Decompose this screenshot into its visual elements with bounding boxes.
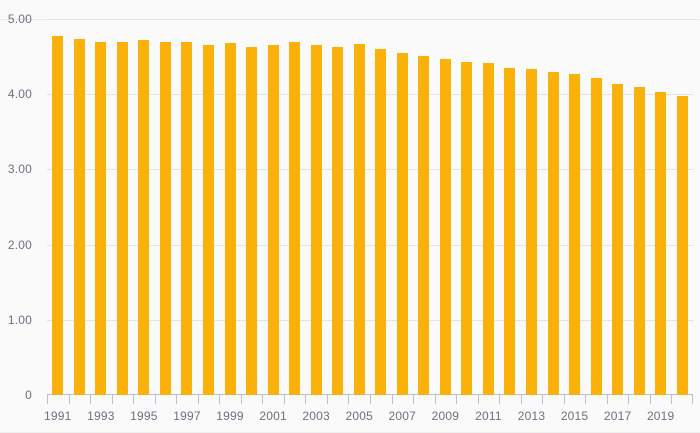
y-axis-tick-label: 0 (25, 388, 32, 402)
bar[interactable] (95, 42, 107, 395)
bar[interactable] (569, 73, 581, 395)
x-axis-tick-label: 1991 (44, 409, 72, 423)
bar[interactable] (310, 45, 322, 395)
x-axis-tick-mark (284, 395, 285, 404)
bar[interactable] (526, 69, 537, 395)
x-axis-tick-label: 2019 (646, 409, 675, 423)
x-axis-tick-mark (327, 395, 328, 404)
gridline (47, 94, 693, 96)
bar[interactable] (547, 71, 559, 395)
y-axis-tick-label: 3.00 (7, 162, 32, 177)
x-axis-tick-mark (90, 395, 91, 404)
bar[interactable] (461, 61, 473, 395)
x-axis-tick-mark (435, 395, 436, 404)
bar[interactable] (289, 42, 301, 395)
gridline (47, 19, 693, 20)
x-axis-tick-mark (521, 395, 522, 404)
bar[interactable] (353, 43, 365, 395)
x-axis-tick-mark (219, 395, 220, 404)
x-axis-tick-label: 2007 (388, 409, 417, 423)
x-axis-tick-mark (47, 395, 48, 404)
x-axis-tick-mark (348, 395, 349, 404)
bar[interactable] (246, 46, 258, 395)
x-axis-tick-mark (650, 395, 651, 404)
x-axis-tick-mark (564, 395, 565, 404)
x-axis-tick-mark (478, 395, 479, 404)
x-axis-tick-mark (112, 395, 113, 404)
bar[interactable] (267, 45, 279, 395)
x-axis-tick-label: 2015 (560, 409, 589, 423)
bar[interactable] (159, 41, 171, 395)
y-axis-tick-label: 4.00 (7, 87, 32, 102)
x-axis-tick-label: 1993 (87, 409, 115, 423)
x-axis-tick-label: 1999 (216, 409, 244, 423)
bar[interactable] (504, 67, 516, 395)
x-axis-tick-label: 2001 (259, 409, 287, 423)
bar[interactable] (181, 42, 193, 395)
bar[interactable] (116, 41, 128, 395)
bar[interactable] (676, 95, 688, 395)
x-axis-tick-mark (692, 395, 693, 404)
bar[interactable] (482, 63, 494, 395)
bar[interactable] (590, 77, 602, 395)
bar[interactable] (332, 46, 344, 395)
x-axis-tick-mark (133, 395, 134, 404)
x-axis-tick-mark (370, 395, 371, 404)
x-axis-tick-mark (198, 395, 199, 404)
x-axis-tick-label: 2003 (302, 409, 330, 423)
x-axis-tick-label: 1997 (173, 409, 201, 423)
x-axis-tick-mark (671, 395, 672, 404)
x-axis-tick-label: 2009 (431, 409, 460, 423)
bar[interactable] (418, 55, 430, 395)
x-axis-tick-mark (585, 395, 586, 404)
bars-group (47, 19, 693, 395)
bar[interactable] (52, 36, 64, 395)
x-axis-tick-mark (241, 395, 242, 404)
bar[interactable] (655, 91, 667, 395)
gridline (47, 319, 693, 321)
x-axis-tick-mark (542, 395, 543, 404)
x-axis-tick-mark (262, 395, 263, 404)
x-axis-tick-label: 2005 (345, 409, 373, 423)
x-axis-tick-label: 2013 (517, 409, 546, 423)
bar[interactable] (439, 58, 451, 395)
y-axis-tick-label: 5.00 (7, 12, 32, 26)
bar[interactable] (203, 45, 214, 395)
x-axis-tick-mark (499, 395, 500, 404)
plot-area: 5.00 4.00 3.00 2.00 1.00 0 1991 1993 1995 1997 19… (8, 13, 693, 422)
x-axis-tick-mark (413, 395, 414, 404)
bar[interactable] (633, 87, 645, 395)
x-axis-tick-mark (176, 395, 177, 404)
bar[interactable] (375, 49, 387, 395)
x-axis-tick-mark (392, 395, 393, 404)
x-axis-tick-mark (305, 395, 306, 404)
x-axis-tick-mark (456, 395, 457, 404)
bar[interactable] (73, 39, 85, 395)
y-axis-tick-label: 2.00 (7, 237, 32, 252)
x-axis-tick-mark (155, 395, 156, 404)
x-axis-tick-mark (628, 395, 629, 404)
x-axis-tick-label: 2017 (603, 409, 632, 423)
bar[interactable] (612, 83, 624, 395)
gridline (47, 169, 693, 171)
gridline (47, 244, 693, 246)
x-axis-line (47, 394, 693, 395)
bar[interactable] (396, 52, 408, 395)
bar[interactable] (138, 40, 150, 395)
bar[interactable] (224, 43, 236, 395)
x-axis-tick-label: 2011 (475, 409, 502, 423)
x-axis-tick-label: 1995 (130, 409, 158, 423)
y-axis-tick-label: 1.00 (7, 312, 32, 327)
x-axis-tick-mark (69, 395, 70, 404)
x-axis-tick-mark (607, 395, 608, 404)
